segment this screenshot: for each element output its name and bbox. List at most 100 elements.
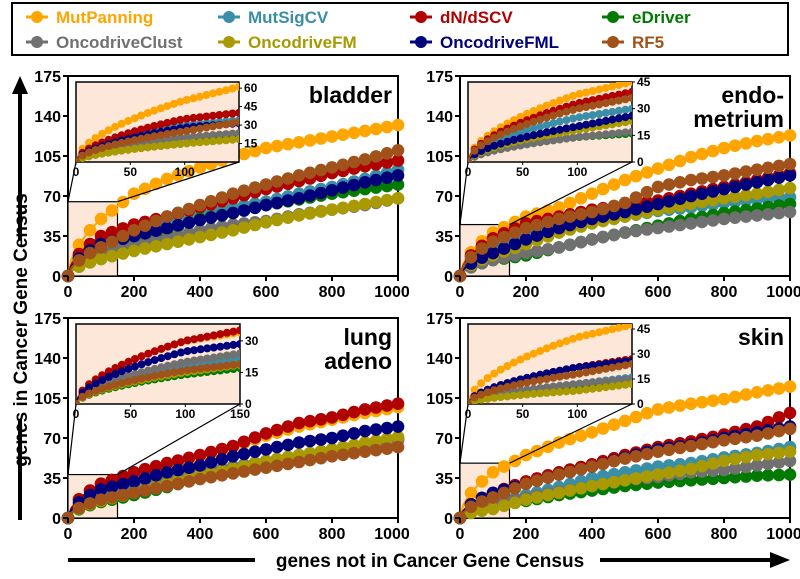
inset-data-point [542, 383, 551, 392]
inset-data-point [222, 328, 231, 337]
data-point [728, 211, 742, 224]
legend-item: RF5 [602, 33, 664, 52]
data-point [761, 173, 775, 187]
data-point [585, 426, 599, 439]
inset-data-point [202, 91, 211, 99]
x-tick-label: 1000 [766, 526, 800, 543]
data-point [237, 184, 251, 197]
data-point [618, 226, 632, 239]
inset-series-oncodrivefml [76, 340, 240, 404]
data-point [83, 224, 97, 237]
y-tick-label: 0 [52, 511, 61, 528]
inset-data-point [490, 141, 499, 150]
series-oncodriveclust [453, 205, 797, 283]
inset-data-point [588, 384, 597, 393]
inset-data-point [183, 336, 192, 345]
inset-data-point [104, 382, 113, 391]
inset-data-point [222, 130, 230, 139]
legend-label: OncodriveClust [56, 33, 183, 52]
data-point [717, 434, 731, 447]
inset-data-point [601, 93, 610, 102]
inset-data-point [523, 378, 531, 387]
inset-data-point [183, 357, 192, 366]
inset-data-point [177, 358, 185, 367]
data-point [171, 454, 185, 467]
data-point [706, 193, 720, 207]
data-point [739, 210, 753, 223]
x-tick-label: 800 [319, 284, 346, 301]
inset-data-point [628, 111, 632, 120]
inset-data-point [209, 331, 218, 340]
data-point [684, 173, 698, 187]
inset-data-point [202, 123, 211, 132]
data-point [281, 438, 295, 452]
inset-data-point [137, 134, 146, 143]
inset-data-point [150, 371, 159, 380]
inset-data-point [202, 137, 211, 146]
data-point [728, 180, 742, 194]
data-point [380, 421, 394, 435]
inset-data-point [523, 352, 531, 361]
inset-data-point [189, 113, 198, 122]
data-point [314, 413, 328, 426]
data-point [475, 475, 489, 488]
inset-data-point [628, 360, 632, 368]
x-tick-label: 1000 [374, 284, 410, 301]
data-point [204, 228, 218, 242]
inset-data-point [182, 139, 191, 148]
inset-data-point [575, 132, 584, 141]
inset: 0 50 100 15 30 45 60 [73, 81, 258, 179]
inset-y-tick-label: 0 [245, 397, 252, 411]
data-point [303, 134, 317, 147]
data-point [391, 118, 405, 132]
data-point [259, 216, 273, 229]
inset-data-point [124, 377, 133, 386]
y-tick-label: 175 [34, 311, 61, 328]
data-point [673, 399, 687, 412]
data-point [662, 195, 676, 208]
inset-data-point [621, 361, 630, 370]
data-point [783, 205, 797, 219]
inset-data-point [104, 372, 113, 381]
data-point [629, 191, 643, 204]
inset-x-tick-label: 50 [516, 407, 530, 421]
inset-data-point [124, 137, 133, 146]
inset-data-point [215, 130, 224, 139]
data-point [772, 131, 786, 144]
data-point [171, 219, 185, 232]
data-point [193, 448, 207, 462]
inset-data-point [582, 112, 591, 121]
inset-data-point [183, 347, 192, 356]
inset-data-point [562, 107, 571, 116]
inset-data-point [163, 118, 172, 127]
y-tick-label: 35 [43, 471, 61, 488]
data-point [574, 235, 588, 249]
inset-data-point [228, 119, 237, 128]
data-point [248, 431, 262, 444]
inset-data-point [111, 122, 120, 131]
data-point [618, 205, 632, 219]
data-point [706, 144, 720, 158]
inset-data-point [569, 105, 577, 114]
inset-data-point [117, 379, 126, 388]
inset-data-point [588, 131, 597, 140]
inset-data-point [209, 363, 218, 371]
inset-data-point [143, 133, 152, 142]
legend-box [11, 2, 789, 56]
data-point [684, 189, 698, 203]
data-point [728, 462, 742, 475]
inset: 0 50 100 0 15 30 45 [465, 322, 651, 421]
data-point [739, 460, 753, 474]
inset-data-point [156, 141, 165, 150]
inset-data-point [150, 364, 159, 373]
data-point [750, 134, 764, 148]
inset-data-point [608, 82, 617, 91]
data-point [761, 185, 775, 199]
inset-data-point [196, 345, 205, 354]
y-tick-label: 140 [426, 109, 453, 126]
inset-data-point [516, 391, 525, 400]
inset-data-point [131, 376, 139, 384]
data-point [783, 380, 797, 393]
data-point [552, 212, 566, 226]
